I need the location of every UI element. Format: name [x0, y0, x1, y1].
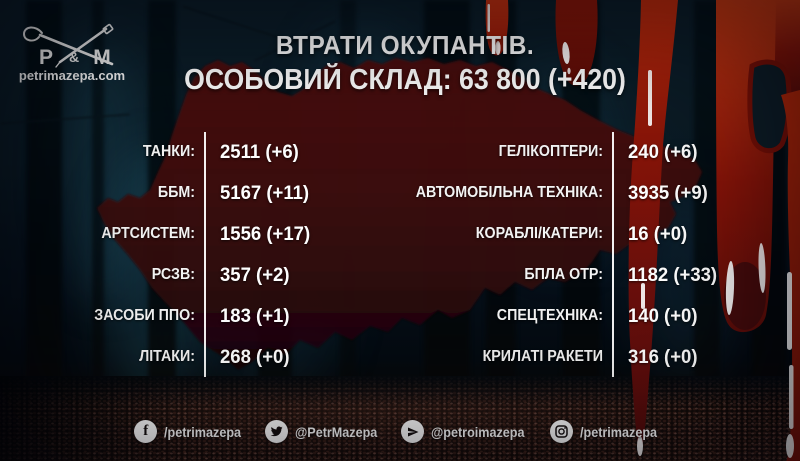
social-link-twitter[interactable]: @PetrMazepa — [264, 420, 386, 443]
stat-label: ЗАСОБИ ППО: — [94, 307, 195, 324]
stat-value: 3935 (+9) — [628, 181, 708, 204]
stat-row-ships: КОРАБЛІ/КАТЕРИ: 16 (+0) — [390, 214, 790, 254]
facebook-handle: /petrimazepa — [164, 423, 242, 440]
stat-row-vehicles: АВТОМОБІЛЬНА ТЕХНІКА: 3935 (+9) — [390, 173, 790, 213]
brand-letter-m: M — [93, 46, 111, 69]
stat-value: 1556 (+17) — [220, 222, 311, 245]
stat-row-apv: ББМ: 5167 (+11) — [10, 173, 390, 213]
stat-row-artillery: АРТСИСТЕМ: 1556 (+17) — [10, 214, 390, 254]
stat-label: РСЗВ: — [151, 266, 195, 283]
crossed-sword-pen-icon — [22, 23, 114, 68]
stat-value: 2511 (+6) — [220, 140, 299, 163]
stat-row-uav: БПЛА ОТР: 1182 (+33) — [390, 255, 790, 295]
stat-row-helicopters: ГЕЛІКОПТЕРИ: 240 (+6) — [390, 132, 790, 172]
stat-value: 183 (+1) — [220, 304, 290, 327]
stat-label: ТАНКИ: — [142, 143, 195, 160]
social-link-facebook[interactable]: f /petrimazepa — [134, 420, 250, 443]
brand-domain[interactable]: petrimazepa.com — [19, 68, 125, 83]
facebook-icon: f — [134, 420, 158, 443]
brand-letter-p: P — [39, 46, 53, 69]
instagram-camera-icon — [550, 420, 574, 443]
stat-value: 268 (+0) — [220, 345, 290, 368]
stat-value: 316 (+0) — [628, 345, 698, 368]
twitter-handle: @PetrMazepa — [294, 423, 378, 440]
stats-column-right: ГЕЛІКОПТЕРИ: 240 (+6) АВТОМОБІЛЬНА ТЕХНІ… — [390, 132, 790, 377]
stat-row-special-equipment: СПЕЦТЕХНІКА: 140 (+0) — [390, 296, 790, 336]
page-title: ВТРАТИ ОКУПАНТІВ. — [275, 30, 535, 60]
stat-value: 240 (+6) — [628, 140, 698, 163]
brand-ampersand: & — [69, 49, 79, 65]
stat-label: ГЕЛІКОПТЕРИ: — [498, 143, 603, 160]
stat-label: БПЛА ОТР: — [524, 266, 603, 283]
stat-value: 357 (+2) — [220, 263, 290, 286]
stat-label: АРТСИСТЕМ: — [101, 225, 195, 242]
stat-label: СПЕЦТЕХНІКА: — [496, 307, 603, 324]
stat-label: ББМ: — [157, 184, 195, 201]
right-column-divider — [612, 132, 614, 377]
social-link-telegram[interactable]: @petroimazepa — [401, 420, 535, 443]
stat-row-tanks: ТАНКИ: 2511 (+6) — [10, 132, 390, 172]
stat-value: 5167 (+11) — [220, 181, 310, 204]
twitter-bird-icon — [264, 420, 288, 443]
instagram-handle: /petrimazepa — [580, 423, 658, 440]
social-footer: f /petrimazepa @PetrMazepa @petroimazepa — [0, 420, 800, 443]
stats-column-left: ТАНКИ: 2511 (+6) ББМ: 5167 (+11) АРТСИСТ… — [10, 132, 390, 377]
stat-row-mlrs: РСЗВ: 357 (+2) — [10, 255, 390, 295]
stat-value: 140 (+0) — [628, 304, 698, 327]
social-link-instagram[interactable]: /petrimazepa — [550, 420, 666, 443]
stat-label: ЛІТАКИ: — [139, 348, 195, 365]
stat-row-air-defense: ЗАСОБИ ППО: 183 (+1) — [10, 296, 390, 336]
brand-logo[interactable]: P & M petrimazepa.com — [12, 20, 144, 86]
stat-label: КРИЛАТІ РАКЕТИ — [482, 348, 603, 365]
stat-value: 16 (+0) — [628, 222, 688, 245]
telegram-handle: @petroimazepa — [431, 423, 525, 440]
stat-value: 1182 (+33) — [628, 263, 718, 286]
stat-row-planes: ЛІТАКИ: 268 (+0) — [10, 337, 390, 377]
stat-label: КОРАБЛІ/КАТЕРИ: — [475, 225, 603, 242]
stat-label: АВТОМОБІЛЬНА ТЕХНІКА: — [415, 184, 603, 201]
personnel-subtitle: ОСОБОВИЙ СКЛАД: 63 800 (+420) — [184, 64, 626, 96]
paper-plane-icon — [401, 420, 425, 443]
left-column-divider — [204, 132, 206, 377]
stat-row-cruise-missiles: КРИЛАТІ РАКЕТИ 316 (+0) — [390, 337, 790, 377]
forest-floor — [0, 376, 800, 461]
